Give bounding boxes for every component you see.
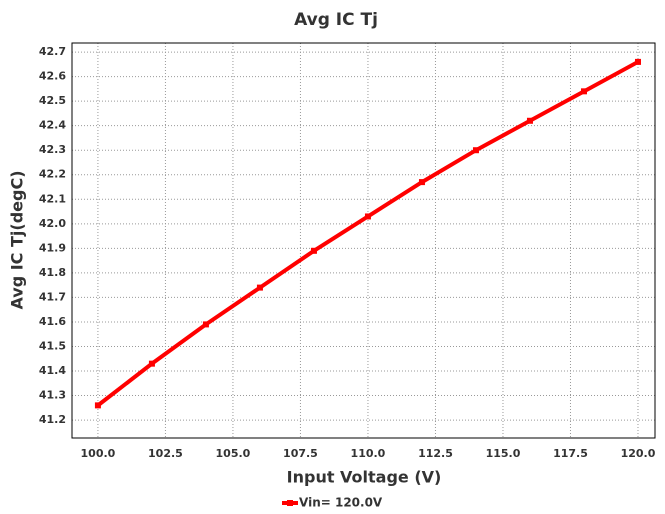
x-tick-label: 100.0 [81, 447, 116, 460]
y-tick-label: 42.3 [39, 143, 66, 156]
x-tick-label: 120.0 [621, 447, 656, 460]
x-tick-label: 117.5 [553, 447, 588, 460]
x-tick-label: 110.0 [351, 447, 386, 460]
x-tick-label: 105.0 [216, 447, 251, 460]
x-tick-label: 112.5 [418, 447, 453, 460]
x-axis-label: Input Voltage (V) [287, 468, 442, 487]
chart-title: Avg IC Tj [294, 10, 378, 30]
y-tick-label: 42.4 [39, 119, 66, 132]
series-line [96, 60, 639, 407]
y-tick-label: 42.5 [39, 94, 66, 107]
point-marker [526, 117, 533, 124]
point-marker [634, 58, 641, 65]
y-tick-label: 41.8 [39, 266, 66, 279]
point-marker [310, 247, 317, 254]
legend-label: Vin= 120.0V [299, 496, 383, 510]
y-tick-label: 41.5 [39, 339, 66, 352]
point-marker [202, 321, 209, 328]
y-tick-label: 41.7 [39, 290, 66, 303]
point-marker [418, 179, 425, 186]
y-tick-label: 41.3 [39, 389, 66, 402]
y-tick-label: 41.4 [39, 364, 66, 377]
point-marker [94, 402, 101, 409]
point-marker [364, 213, 371, 220]
point-marker [580, 88, 587, 95]
y-tick-label: 42.7 [39, 45, 66, 58]
y-tick-label: 42.6 [39, 70, 66, 83]
y-tick-label: 42.2 [39, 168, 66, 181]
y-tick-label: 41.9 [39, 241, 66, 254]
y-tick-label: 41.6 [39, 315, 66, 328]
x-tick-label: 107.5 [283, 447, 318, 460]
point-marker [256, 284, 263, 291]
x-tick-label: 102.5 [148, 447, 183, 460]
plot-frame [71, 42, 656, 439]
x-tick-label: 115.0 [486, 447, 521, 460]
y-tick-label: 41.2 [39, 413, 66, 426]
point-marker [472, 147, 479, 154]
y-tick-label: 42.0 [39, 217, 66, 230]
point-marker [148, 360, 155, 367]
y-tick-label: 42.1 [39, 192, 66, 205]
legend-marker [287, 500, 293, 506]
y-axis-label: Avg IC Tj(degC) [8, 170, 27, 309]
